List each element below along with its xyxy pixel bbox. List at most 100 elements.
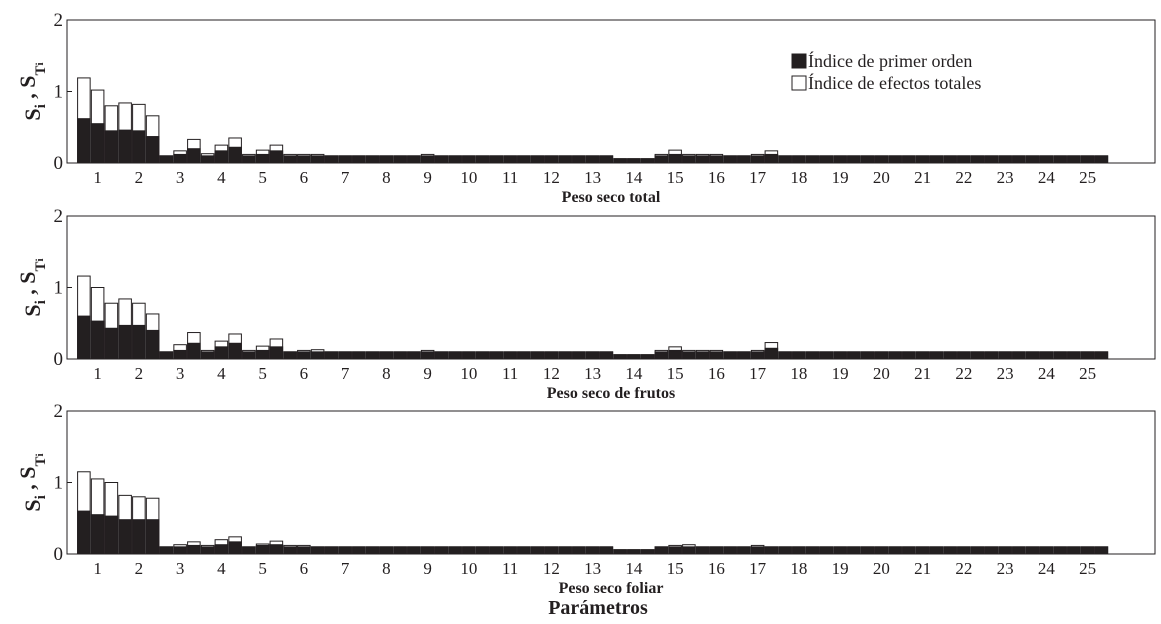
bar [228, 146, 242, 164]
bar [407, 351, 421, 360]
bar [778, 155, 792, 164]
bar [104, 130, 119, 164]
bar [448, 351, 462, 360]
y-axis-label-part: i [33, 300, 49, 304]
bar [379, 546, 394, 555]
bar [297, 155, 311, 164]
x-tick-label: 9 [423, 364, 432, 383]
bar [558, 351, 572, 360]
bar [132, 324, 146, 360]
x-tick-label: 23 [997, 168, 1014, 187]
bar [475, 546, 490, 555]
bar [379, 155, 394, 164]
x-tick-label: 23 [997, 559, 1014, 578]
bar [860, 155, 875, 164]
y-axis-label-part: S [20, 304, 45, 316]
bar [1067, 546, 1081, 555]
x-tick-label: 13 [584, 559, 601, 578]
figure-x-label: Parámetros [548, 597, 648, 619]
bar [475, 155, 490, 164]
bar [462, 155, 476, 164]
x-tick-label: 21 [914, 559, 931, 578]
bar [420, 351, 435, 360]
bar [283, 155, 297, 164]
x-tick-label: 7 [341, 168, 350, 187]
bar [709, 351, 724, 360]
bar [943, 546, 957, 555]
y-tick-label: 0 [54, 349, 64, 370]
bar [984, 155, 999, 164]
bar [297, 351, 311, 360]
bar [613, 549, 627, 555]
x-tick-label: 8 [382, 559, 391, 578]
y-axis-label-part: i [34, 453, 46, 456]
bar [90, 320, 105, 360]
bar [792, 546, 806, 555]
y-axis-label: Si , STi [15, 258, 49, 316]
bar [847, 155, 861, 164]
x-tick-label: 8 [382, 364, 391, 383]
bar [145, 136, 160, 164]
bar [173, 153, 187, 164]
bar [929, 351, 944, 360]
bar [737, 546, 751, 555]
bar [888, 155, 902, 164]
bar [682, 351, 696, 360]
x-axis-label: Peso seco foliar [559, 580, 664, 597]
bar [1025, 546, 1040, 555]
x-tick-label: 10 [460, 559, 477, 578]
bar [310, 546, 325, 555]
bar [1080, 155, 1095, 164]
x-tick-label: 22 [955, 559, 972, 578]
bar [310, 155, 325, 164]
bar [805, 351, 820, 360]
x-tick-label: 17 [749, 364, 767, 383]
bar [269, 150, 284, 164]
bar [269, 346, 284, 360]
bar [640, 549, 655, 555]
bar [737, 155, 751, 164]
y-tick-label: 1 [54, 278, 64, 299]
bar [187, 148, 201, 164]
bar [352, 351, 366, 360]
plot-frame [66, 215, 1156, 360]
bar [352, 155, 366, 164]
y-tick-label: 1 [54, 473, 64, 494]
bar [159, 155, 174, 164]
bar [943, 155, 957, 164]
bar [874, 546, 889, 555]
bar [902, 155, 916, 164]
bar [1094, 155, 1109, 164]
bar [737, 351, 751, 360]
bar [902, 546, 916, 555]
y-tick-label: 2 [54, 206, 64, 227]
bar [750, 351, 765, 360]
x-tick-label: 11 [502, 364, 518, 383]
bar [517, 155, 531, 164]
bar [187, 342, 201, 360]
bar [984, 546, 999, 555]
y-axis-label-part: S [20, 499, 45, 511]
x-tick-label: 24 [1038, 364, 1056, 383]
y-axis-label-part: , S [15, 75, 40, 104]
plot-frame [66, 410, 1156, 555]
legend-swatch [791, 53, 807, 69]
bar [1039, 155, 1054, 164]
bar [627, 158, 641, 164]
x-tick-label: 17 [749, 168, 767, 187]
bar [214, 544, 229, 555]
bar [242, 351, 256, 360]
bar [1025, 351, 1040, 360]
x-tick-label: 7 [341, 559, 350, 578]
x-tick-label: 12 [543, 168, 560, 187]
bar [792, 351, 806, 360]
bar [145, 329, 160, 360]
bar [145, 519, 160, 555]
bar [90, 123, 105, 164]
bar [888, 351, 902, 360]
x-tick-label: 4 [217, 364, 226, 383]
y-tick-label: 2 [54, 10, 64, 31]
x-axis-label: Peso seco total [562, 189, 661, 206]
bar [200, 155, 215, 164]
bar [1012, 351, 1026, 360]
